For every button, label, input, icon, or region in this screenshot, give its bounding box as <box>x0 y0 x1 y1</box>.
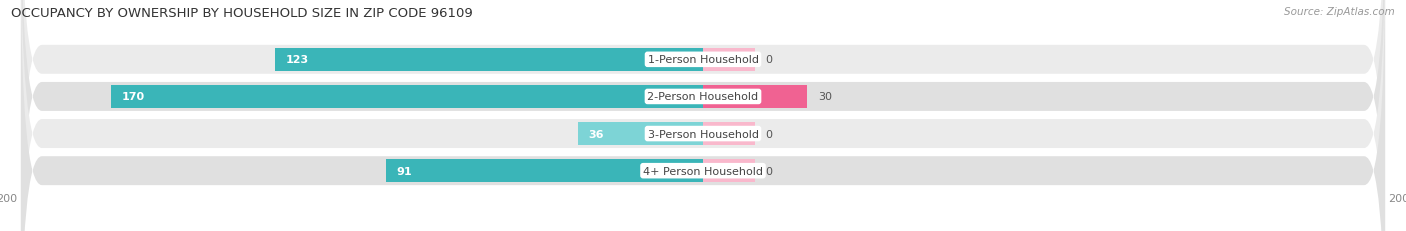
Text: 1-Person Household: 1-Person Household <box>648 55 758 65</box>
Bar <box>387 159 703 182</box>
Bar <box>703 85 807 109</box>
FancyBboxPatch shape <box>21 0 1385 231</box>
Text: 4+ Person Household: 4+ Person Household <box>643 166 763 176</box>
FancyBboxPatch shape <box>21 0 1385 231</box>
Bar <box>703 159 755 182</box>
Text: Source: ZipAtlas.com: Source: ZipAtlas.com <box>1284 7 1395 17</box>
Bar <box>703 49 755 72</box>
Text: 36: 36 <box>588 129 603 139</box>
FancyBboxPatch shape <box>21 0 1385 231</box>
Text: OCCUPANCY BY OWNERSHIP BY HOUSEHOLD SIZE IN ZIP CODE 96109: OCCUPANCY BY OWNERSHIP BY HOUSEHOLD SIZE… <box>11 7 472 20</box>
FancyBboxPatch shape <box>21 0 1385 231</box>
Bar <box>578 122 703 146</box>
Text: 30: 30 <box>818 92 832 102</box>
Bar <box>111 85 703 109</box>
Bar <box>703 122 755 146</box>
Text: 0: 0 <box>766 129 773 139</box>
Text: 2-Person Household: 2-Person Household <box>647 92 759 102</box>
Text: 123: 123 <box>285 55 308 65</box>
Text: 170: 170 <box>122 92 145 102</box>
Text: 91: 91 <box>396 166 412 176</box>
Text: 0: 0 <box>766 55 773 65</box>
Text: 0: 0 <box>766 166 773 176</box>
Bar <box>276 49 703 72</box>
Text: 3-Person Household: 3-Person Household <box>648 129 758 139</box>
